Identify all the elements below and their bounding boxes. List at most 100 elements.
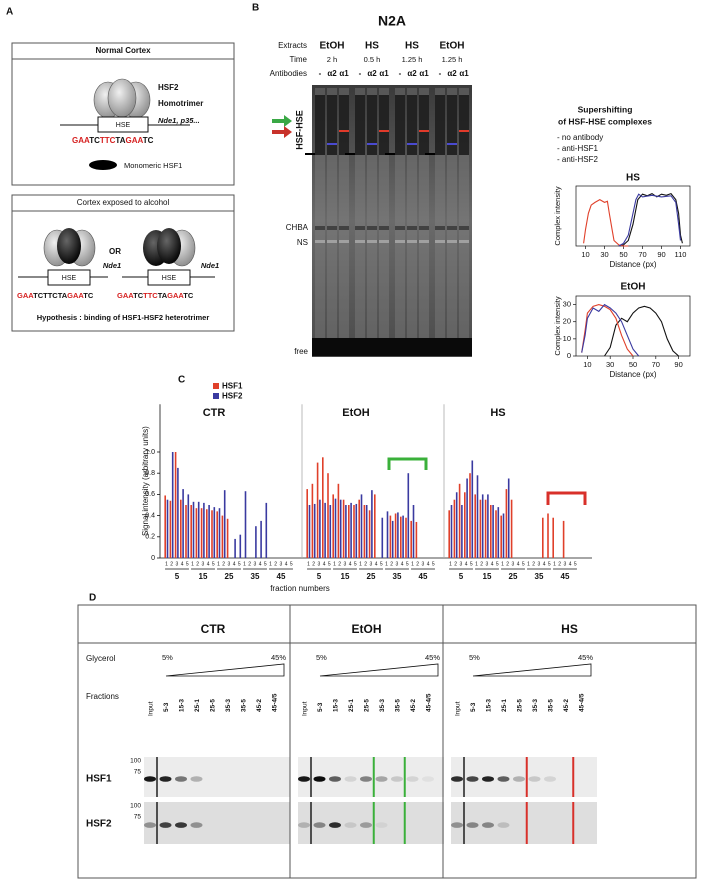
band [315,95,325,155]
gel-label: CHBA [286,223,309,232]
gel [312,85,472,357]
bar [405,517,407,558]
lane-label: 5-3 [317,702,324,712]
blot-band [482,776,494,782]
row-label: HSF2 [86,819,112,830]
bar [448,510,450,558]
blot-band [513,776,525,782]
bar [487,494,489,558]
blot-band [466,822,479,828]
blot-band [375,822,388,828]
extract-label: HS [405,41,419,52]
arrow [272,115,292,127]
profile-line [604,305,679,357]
profile-line [583,198,629,247]
group-label: 35 [393,572,402,581]
lane-label: α1 [419,69,429,78]
blot-band [190,776,203,782]
x-tick-label: 90 [674,360,682,369]
blot-band [344,776,357,782]
group-label: 15 [483,572,492,581]
lane-label: α1 [459,69,469,78]
fraction-label: 2 [558,561,561,567]
bar [500,515,502,558]
bar [332,494,334,558]
bar [450,505,453,558]
bar [197,501,200,558]
blot-band [528,776,541,782]
blot-band [360,776,372,782]
blot-band [159,776,172,782]
blot-band [313,776,326,782]
x-axis-label: fraction numbers [270,584,330,593]
fraction-label: 5 [522,561,525,567]
group-label: 35 [535,572,544,581]
blot-band [190,822,203,828]
bar [255,526,257,558]
fraction-label: 3 [254,561,257,567]
band [367,240,377,243]
bar [171,452,174,558]
band [367,226,377,230]
bar [185,505,187,558]
plot-title: EtOH [621,282,646,293]
legend-entry: - anti-HSF2 [557,155,598,164]
panel-label: D [89,593,96,604]
band [407,226,417,230]
sequence-part: TC [183,291,194,300]
fraction-label: 3 [370,561,373,567]
band [355,226,365,230]
or: OR [109,247,121,256]
lane-label: 45-2 [563,699,570,712]
fraction-label: 1 [191,561,194,567]
bar [164,495,166,558]
fraction-label: 3 [396,561,399,567]
fraction-label: 3 [176,561,179,567]
lane-label: Input [148,701,155,716]
band [367,95,377,155]
lane [419,88,429,350]
lane-label: 45-4/5 [426,693,433,712]
bar [391,520,394,558]
fraction-label: 3 [318,561,321,567]
fraction-label: 3 [486,561,489,567]
bar [213,507,216,558]
band [355,240,365,243]
fraction-label: 5 [432,561,435,567]
band [395,240,405,243]
bar [495,510,497,558]
fraction-label: 5 [406,561,409,567]
band [379,95,389,155]
band [447,95,457,155]
fraction-label: 2 [338,561,341,567]
band [315,226,325,230]
bar [471,460,474,558]
lane-label: Input [302,701,309,716]
group-label: 5 [459,572,464,581]
fraction-label: 4 [285,561,288,567]
glycerol-low: 5% [469,653,480,662]
y-tick-label: 0 [567,351,571,360]
band [339,240,349,243]
plot-heading: of HSF-HSE complexes [558,116,652,126]
blot-band [144,822,156,828]
band [447,240,457,243]
blot-band [159,822,172,828]
fraction-label: 2 [416,561,419,567]
lane-label: 45-4/5 [272,693,279,712]
fraction-label: 1 [243,561,246,567]
bar [542,517,544,558]
bar [497,507,500,558]
x-axis-label: Distance (px) [609,370,656,379]
fraction-label: 3 [280,561,283,567]
lane-label: 25-5 [517,699,524,712]
bar [358,499,360,558]
blot-band [497,822,510,828]
y-axis-label: Signal intensity (arbitrary units) [141,426,150,536]
bar [476,475,479,558]
lane [435,88,445,350]
blot-band [313,822,326,828]
bar [348,505,350,558]
bar [474,494,476,558]
bar [386,511,389,558]
